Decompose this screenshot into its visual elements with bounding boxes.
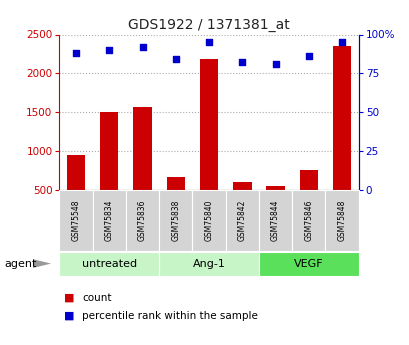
Point [238,60,245,65]
Point [106,47,112,53]
Text: ■: ■ [63,293,74,303]
Bar [258,190,292,251]
Bar [266,186,284,190]
Bar [159,252,258,276]
Bar [100,112,118,190]
Point [272,61,278,67]
Bar [200,59,218,190]
Bar [332,46,351,190]
Text: Ang-1: Ang-1 [192,259,225,268]
Text: GSM75834: GSM75834 [105,200,114,242]
Bar [92,190,126,251]
Point [172,57,179,62]
Text: GSM75548: GSM75548 [72,200,81,242]
Text: count: count [82,293,111,303]
Point [205,39,212,45]
Text: agent: agent [4,259,36,268]
Bar [325,190,358,251]
Text: GSM75838: GSM75838 [171,200,180,241]
Bar [126,190,159,251]
Text: VEGF: VEGF [293,259,323,268]
Polygon shape [33,259,51,268]
Bar [133,108,151,190]
Bar [192,190,225,251]
Bar [299,170,317,190]
Bar [159,190,192,251]
Bar [67,155,85,190]
Text: GSM75846: GSM75846 [303,200,312,242]
Bar [292,190,325,251]
Bar [166,177,184,190]
Bar [233,182,251,190]
Text: GSM75840: GSM75840 [204,200,213,242]
Text: untreated: untreated [81,259,137,268]
Text: GSM75842: GSM75842 [237,200,246,241]
Point [73,50,79,56]
Point [305,53,311,59]
Bar [59,252,159,276]
Text: GSM75848: GSM75848 [337,200,346,241]
Bar [225,190,258,251]
Text: GSM75836: GSM75836 [138,200,147,242]
Bar [59,190,92,251]
Text: GSM75844: GSM75844 [270,200,279,242]
Point [139,44,146,50]
Text: ■: ■ [63,311,74,321]
Point [338,39,344,45]
Title: GDS1922 / 1371381_at: GDS1922 / 1371381_at [128,18,289,32]
Bar [258,252,358,276]
Text: percentile rank within the sample: percentile rank within the sample [82,311,257,321]
